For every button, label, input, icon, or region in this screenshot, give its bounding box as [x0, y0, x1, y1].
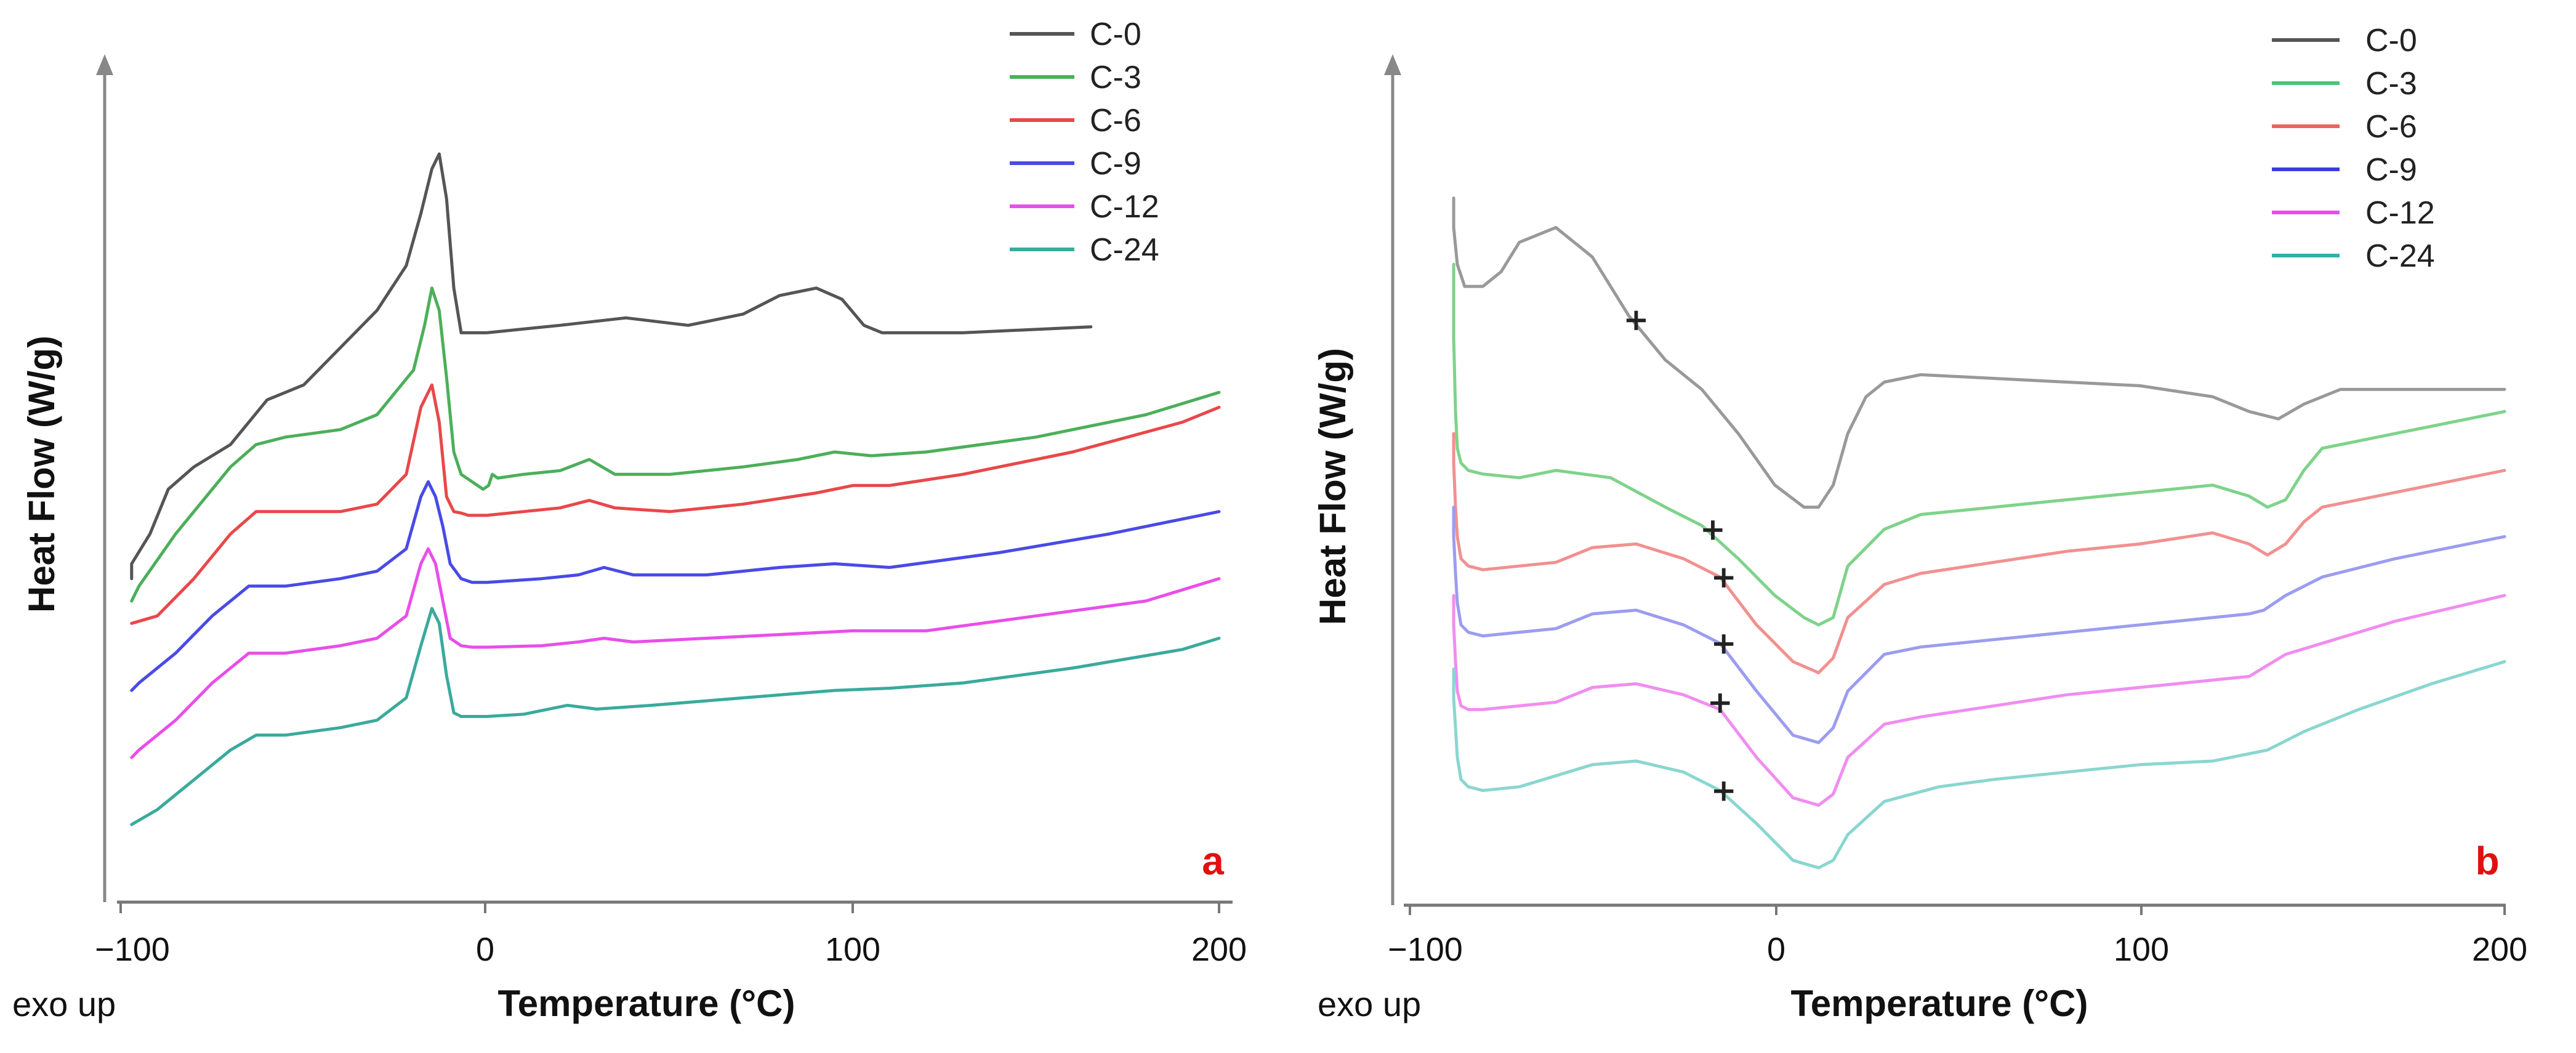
series-line-c-9	[1452, 506, 2506, 744]
panel-a-x-tick-label: 0	[476, 931, 494, 968]
legend-label: C-12	[1090, 189, 1159, 225]
legend-label: C-6	[2365, 109, 2417, 145]
legend-label: C-6	[1090, 103, 1141, 139]
series-line-c-6	[130, 383, 1221, 625]
panel-b-y-axis-title: Heat Flow (W/g)	[1312, 348, 1353, 625]
panel-a-axes	[96, 54, 1233, 913]
panel-a-exo-label: exo up	[12, 985, 116, 1023]
series-line-c-12	[1452, 594, 2506, 807]
panel-b-x-tick-label: 0	[1767, 931, 1785, 968]
legend-label: C-0	[2365, 23, 2417, 58]
panel-a-y-axis-arrow-icon	[96, 54, 113, 75]
panel-a-x-tick-label: 100	[825, 931, 880, 968]
tg-marker: +	[1711, 559, 1737, 595]
series-line-c-0	[1452, 196, 2506, 509]
panel-b-exo-label: exo up	[1318, 985, 1421, 1023]
panel-b-x-tick-label: −100	[1388, 931, 1463, 968]
legend-label: C-3	[2365, 66, 2417, 102]
legend-label: C-0	[1090, 17, 1141, 52]
series-line-c-24	[1452, 660, 2506, 869]
series-line-c-24	[130, 607, 1221, 826]
legend-label: C-24	[1090, 232, 1159, 268]
legend-label: C-24	[2365, 238, 2435, 274]
panel-b-x-axis-title: Temperature (°C)	[1791, 983, 2088, 1024]
panel-b-series-group	[1452, 196, 2506, 869]
panel-b-axes	[1384, 54, 2506, 915]
panel-b-x-tick-label: 200	[2472, 931, 2527, 968]
legend-label: C-9	[2365, 152, 2417, 188]
panel-b-y-axis-arrow-icon	[1384, 54, 1401, 75]
panel-b: −100 0 100 200 Temperature (°C) exo up H…	[1312, 23, 2527, 1024]
panel-b-letter: b	[2475, 839, 2499, 883]
panel-b-marker-group: + + + + + +	[1624, 302, 1737, 809]
series-line-c-9	[130, 480, 1221, 692]
panel-a-legend: C-0 C-3 C-6 C-9 C-12 C-24	[1010, 17, 1159, 268]
tg-marker: +	[1711, 626, 1737, 661]
panel-a-letter: a	[1202, 839, 1224, 883]
panel-b-legend: C-0 C-3 C-6 C-9 C-12 C-24	[2272, 23, 2435, 274]
panel-a-x-axis-title: Temperature (°C)	[498, 983, 795, 1024]
series-line-c-3	[1452, 262, 2506, 627]
series-line-c-6	[1452, 432, 2506, 674]
tg-marker: +	[1707, 684, 1733, 720]
tg-marker: +	[1700, 512, 1726, 547]
panel-a-y-axis-title: Heat Flow (W/g)	[21, 336, 62, 613]
legend-label: C-12	[2365, 195, 2435, 231]
legend-label: C-3	[1090, 60, 1141, 95]
panel-a-x-tick-label: 200	[1191, 931, 1247, 968]
panel-a-series-group	[130, 152, 1221, 826]
series-line-c-3	[130, 286, 1221, 603]
tg-marker: +	[1624, 302, 1649, 337]
series-line-c-12	[130, 547, 1221, 759]
series-line-c-0	[130, 152, 1093, 581]
legend-label: C-9	[1090, 146, 1141, 182]
panel-a: −100 0 100 200 Temperature (°C) exo up H…	[12, 17, 1247, 1024]
panel-b-x-tick-label: 100	[2114, 931, 2169, 968]
panel-a-x-tick-label: −100	[95, 931, 170, 968]
tg-marker: +	[1711, 773, 1737, 809]
